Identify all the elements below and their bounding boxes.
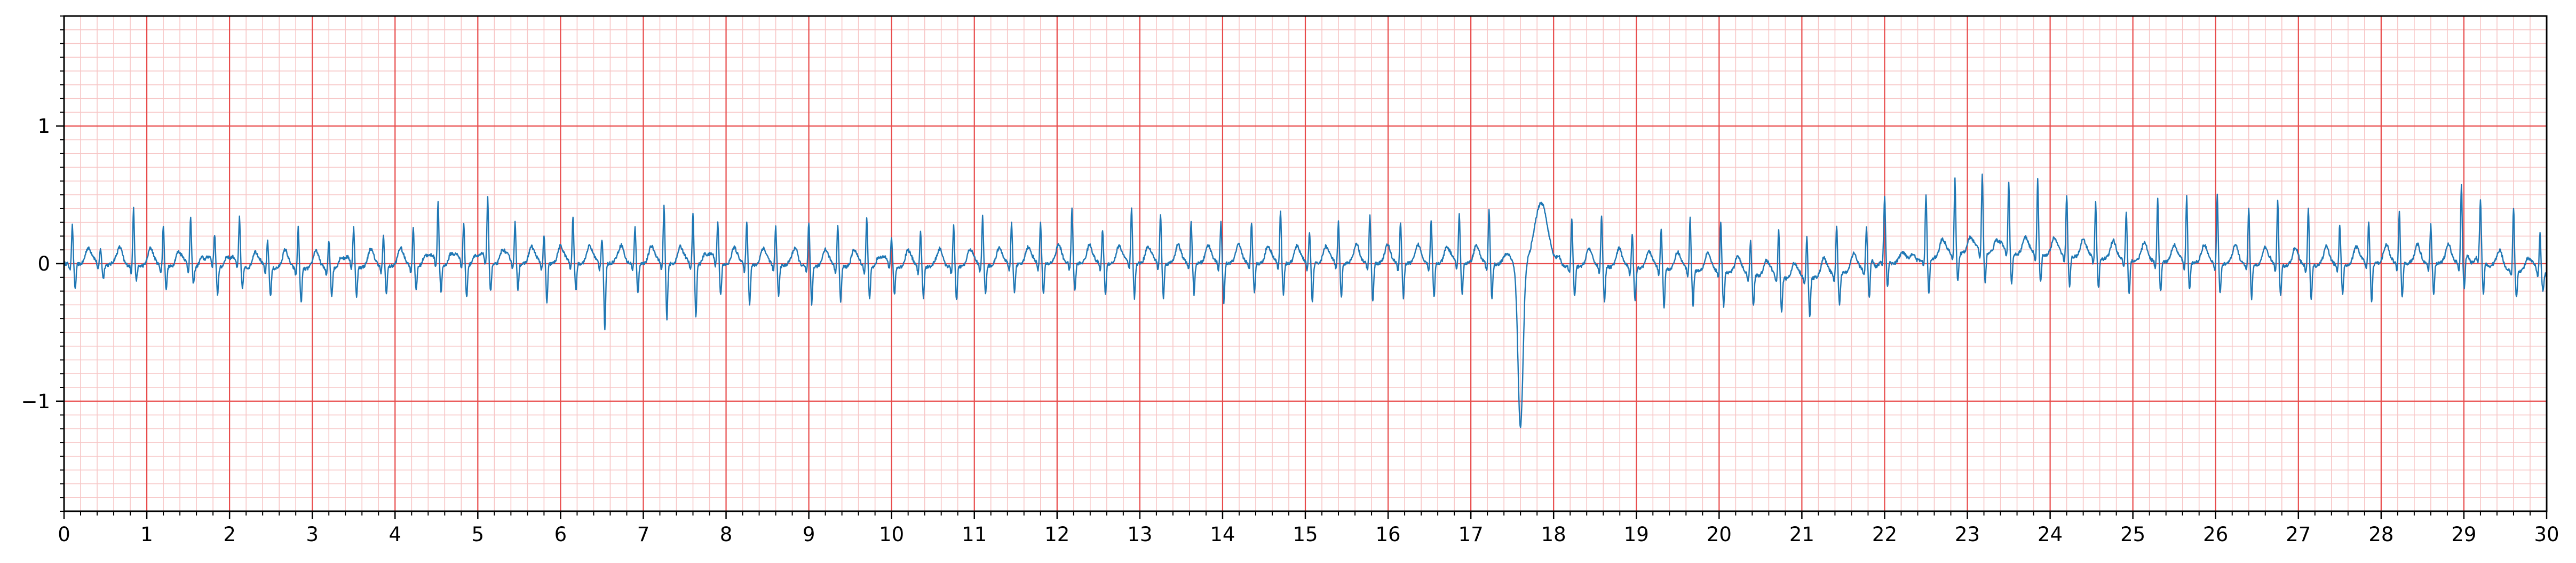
- y-tick-label: 1: [37, 115, 50, 138]
- x-tick-label: 14: [1210, 523, 1235, 546]
- x-tick-label: 18: [1541, 523, 1566, 546]
- x-tick-label: 3: [306, 523, 319, 546]
- x-tick-label: 22: [1872, 523, 1897, 546]
- y-tick-label: 0: [37, 252, 50, 275]
- x-tick-label: 2: [223, 523, 236, 546]
- x-tick-label: 15: [1293, 523, 1318, 546]
- x-tick-label: 7: [637, 523, 650, 546]
- x-tick-label: 27: [2286, 523, 2311, 546]
- x-tick-label: 10: [879, 523, 904, 546]
- x-tick-label: 30: [2534, 523, 2559, 546]
- x-tick-label: 16: [1376, 523, 1401, 546]
- x-tick-label: 1: [140, 523, 153, 546]
- x-tick-label: 4: [389, 523, 401, 546]
- x-tick-label: 26: [2203, 523, 2228, 546]
- x-tick-label: 5: [472, 523, 485, 546]
- x-tick-label: 28: [2368, 523, 2393, 546]
- x-tick-label: 29: [2451, 523, 2476, 546]
- x-tick-label: 19: [1624, 523, 1649, 546]
- x-tick-label: 13: [1127, 523, 1152, 546]
- x-tick-label: 12: [1044, 523, 1069, 546]
- x-tick-label: 6: [554, 523, 567, 546]
- ecg-signal-line: [63, 173, 2548, 429]
- x-tick-label: 8: [720, 523, 733, 546]
- x-tick-label: 21: [1789, 523, 1814, 546]
- x-tick-label: 24: [2038, 523, 2063, 546]
- y-axis: −1 0 1: [21, 15, 64, 512]
- x-tick-label: 11: [962, 523, 987, 546]
- x-tick-label: 17: [1459, 523, 1484, 546]
- signal-layer: [63, 173, 2548, 429]
- major-grid: [63, 16, 2548, 511]
- y-tick-label: −1: [21, 390, 50, 413]
- x-axis: 0 1 2 3 4 5 6 7 8 9 10 11 12 13 14 15 16 17 18 19 20 21 22 23 24…: [58, 511, 2559, 546]
- x-tick-label: 23: [1955, 523, 1980, 546]
- x-tick-label: 9: [803, 523, 815, 546]
- x-tick-label: 0: [58, 523, 70, 546]
- x-tick-label: 20: [1707, 523, 1732, 546]
- x-tick-label: 25: [2120, 523, 2145, 546]
